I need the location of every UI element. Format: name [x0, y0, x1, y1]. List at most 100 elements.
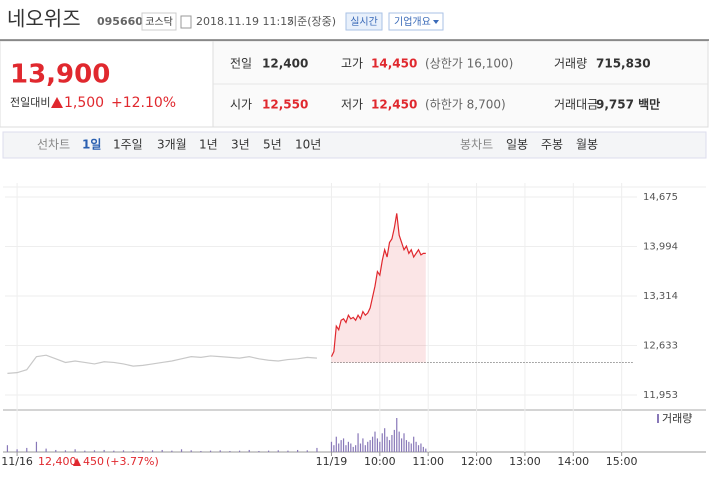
change-label: 전일대비	[10, 95, 50, 109]
y-tick-label: 13,994	[643, 242, 678, 253]
company-info[interactable]: 기업개요	[394, 15, 431, 28]
current-price: 13,900	[10, 60, 110, 90]
volume-bar	[347, 441, 349, 452]
volume-bar	[410, 443, 412, 452]
volume-bar	[219, 450, 221, 452]
volume-bar	[369, 440, 371, 452]
line-tab[interactable]: 3년	[231, 138, 250, 152]
x-tick-label: 15:00	[606, 455, 638, 468]
line-tab[interactable]: 1일	[82, 138, 101, 152]
price-panel	[0, 40, 214, 128]
summary-label: 거래량	[554, 57, 587, 71]
up-arrow	[51, 97, 63, 108]
candle-tab[interactable]: 주봉	[541, 138, 563, 152]
volume-bar	[352, 446, 354, 452]
line-tab[interactable]: 3개월	[157, 138, 187, 152]
candle-tab[interactable]: 일봉	[506, 138, 528, 152]
volume-bar	[200, 450, 202, 452]
volume-bar	[93, 450, 96, 452]
summary-label: 저가	[341, 98, 363, 112]
volume-bar	[64, 450, 67, 452]
line-tab[interactable]: 1년	[199, 138, 218, 152]
volume-bar	[408, 441, 410, 452]
x-tick-label: 11/16	[1, 455, 33, 468]
realtime-button[interactable]	[345, 12, 383, 31]
volume-bar	[391, 435, 393, 452]
volume-bar	[422, 446, 424, 452]
y-tick-label: 11,953	[643, 390, 678, 401]
prev-close: 12,400	[38, 455, 77, 468]
volume-bar	[350, 443, 352, 452]
volume-bar	[74, 449, 76, 452]
realtime[interactable]: 실시간	[350, 16, 378, 28]
volume-bar	[386, 436, 388, 452]
x-tick-label: 13:00	[509, 455, 541, 468]
prev-rate: (+3.77%)	[106, 455, 159, 468]
x-tick-label: 11/19	[316, 455, 348, 468]
summary-value: 12,400	[262, 57, 308, 71]
market: 코스닥	[145, 16, 173, 28]
time-icon	[180, 15, 192, 29]
summary-value: 14,450	[371, 57, 417, 71]
volume-bar	[415, 441, 417, 452]
volume-bar	[113, 450, 115, 452]
candle-tab[interactable]: 월봉	[576, 138, 598, 152]
x-tick-label: 10:00	[364, 455, 396, 468]
volume-bar	[420, 443, 422, 452]
market-badge	[141, 12, 177, 31]
dropdown-arrow	[433, 20, 439, 24]
summary-label: 고가	[341, 57, 363, 71]
volume-legend-swatch	[657, 414, 659, 423]
prev-change: 450	[83, 455, 104, 468]
volume-bar	[357, 433, 359, 452]
volume-bar	[297, 449, 299, 452]
y-tick-label: 12,633	[643, 341, 678, 352]
volume-bar	[248, 449, 250, 452]
stock-code: 095660	[97, 15, 143, 28]
line-tab[interactable]: 1주일	[113, 138, 143, 152]
summary-extra: (상한가 16,100)	[425, 57, 513, 71]
summary-value: 12,550	[262, 98, 308, 112]
volume-bar	[151, 450, 154, 452]
summary-label: 거래대금	[554, 98, 598, 112]
volume-bar	[330, 441, 333, 452]
volume-bar	[84, 450, 86, 452]
x-tick-label: 11:00	[412, 455, 444, 468]
volume-bar	[388, 440, 391, 452]
volume-bar	[379, 441, 381, 452]
price-area	[331, 213, 426, 363]
volume-bar	[342, 438, 345, 452]
volume-bar	[364, 445, 366, 452]
line-tab[interactable]: 10년	[295, 138, 321, 152]
volume-bar	[26, 447, 28, 452]
volume-bar	[161, 449, 163, 452]
tab-group-label: 봉차트	[460, 138, 493, 152]
volume-bar	[16, 449, 18, 452]
price-line	[7, 354, 317, 374]
x-tick-label: 14:00	[557, 455, 589, 468]
volume-bar	[287, 450, 289, 452]
x-tick-label: 12:00	[461, 455, 493, 468]
volume-bar	[171, 450, 173, 452]
volume-bar	[277, 450, 279, 452]
summary-label: 전일	[230, 57, 252, 71]
volume-bar	[376, 438, 379, 452]
line-tab[interactable]: 5년	[263, 138, 282, 152]
volume-bar	[400, 438, 403, 452]
volume-bar	[355, 445, 357, 452]
volume-bar	[340, 440, 342, 452]
volume-bar	[374, 431, 376, 452]
company-info-button[interactable]	[388, 12, 444, 31]
volume-legend: 거래량	[662, 412, 692, 425]
volume-bar	[55, 449, 57, 452]
volume-bar	[398, 431, 400, 452]
volume-bar	[362, 438, 364, 452]
volume-bar	[190, 450, 192, 452]
volume-bar	[6, 445, 9, 452]
summary-label: 시가	[230, 98, 252, 112]
volume-bar	[393, 429, 395, 452]
volume-bar	[333, 445, 335, 452]
tab-group-label: 선차트	[37, 138, 70, 152]
volume-bar	[396, 418, 398, 452]
up-arrow-small	[73, 458, 81, 466]
